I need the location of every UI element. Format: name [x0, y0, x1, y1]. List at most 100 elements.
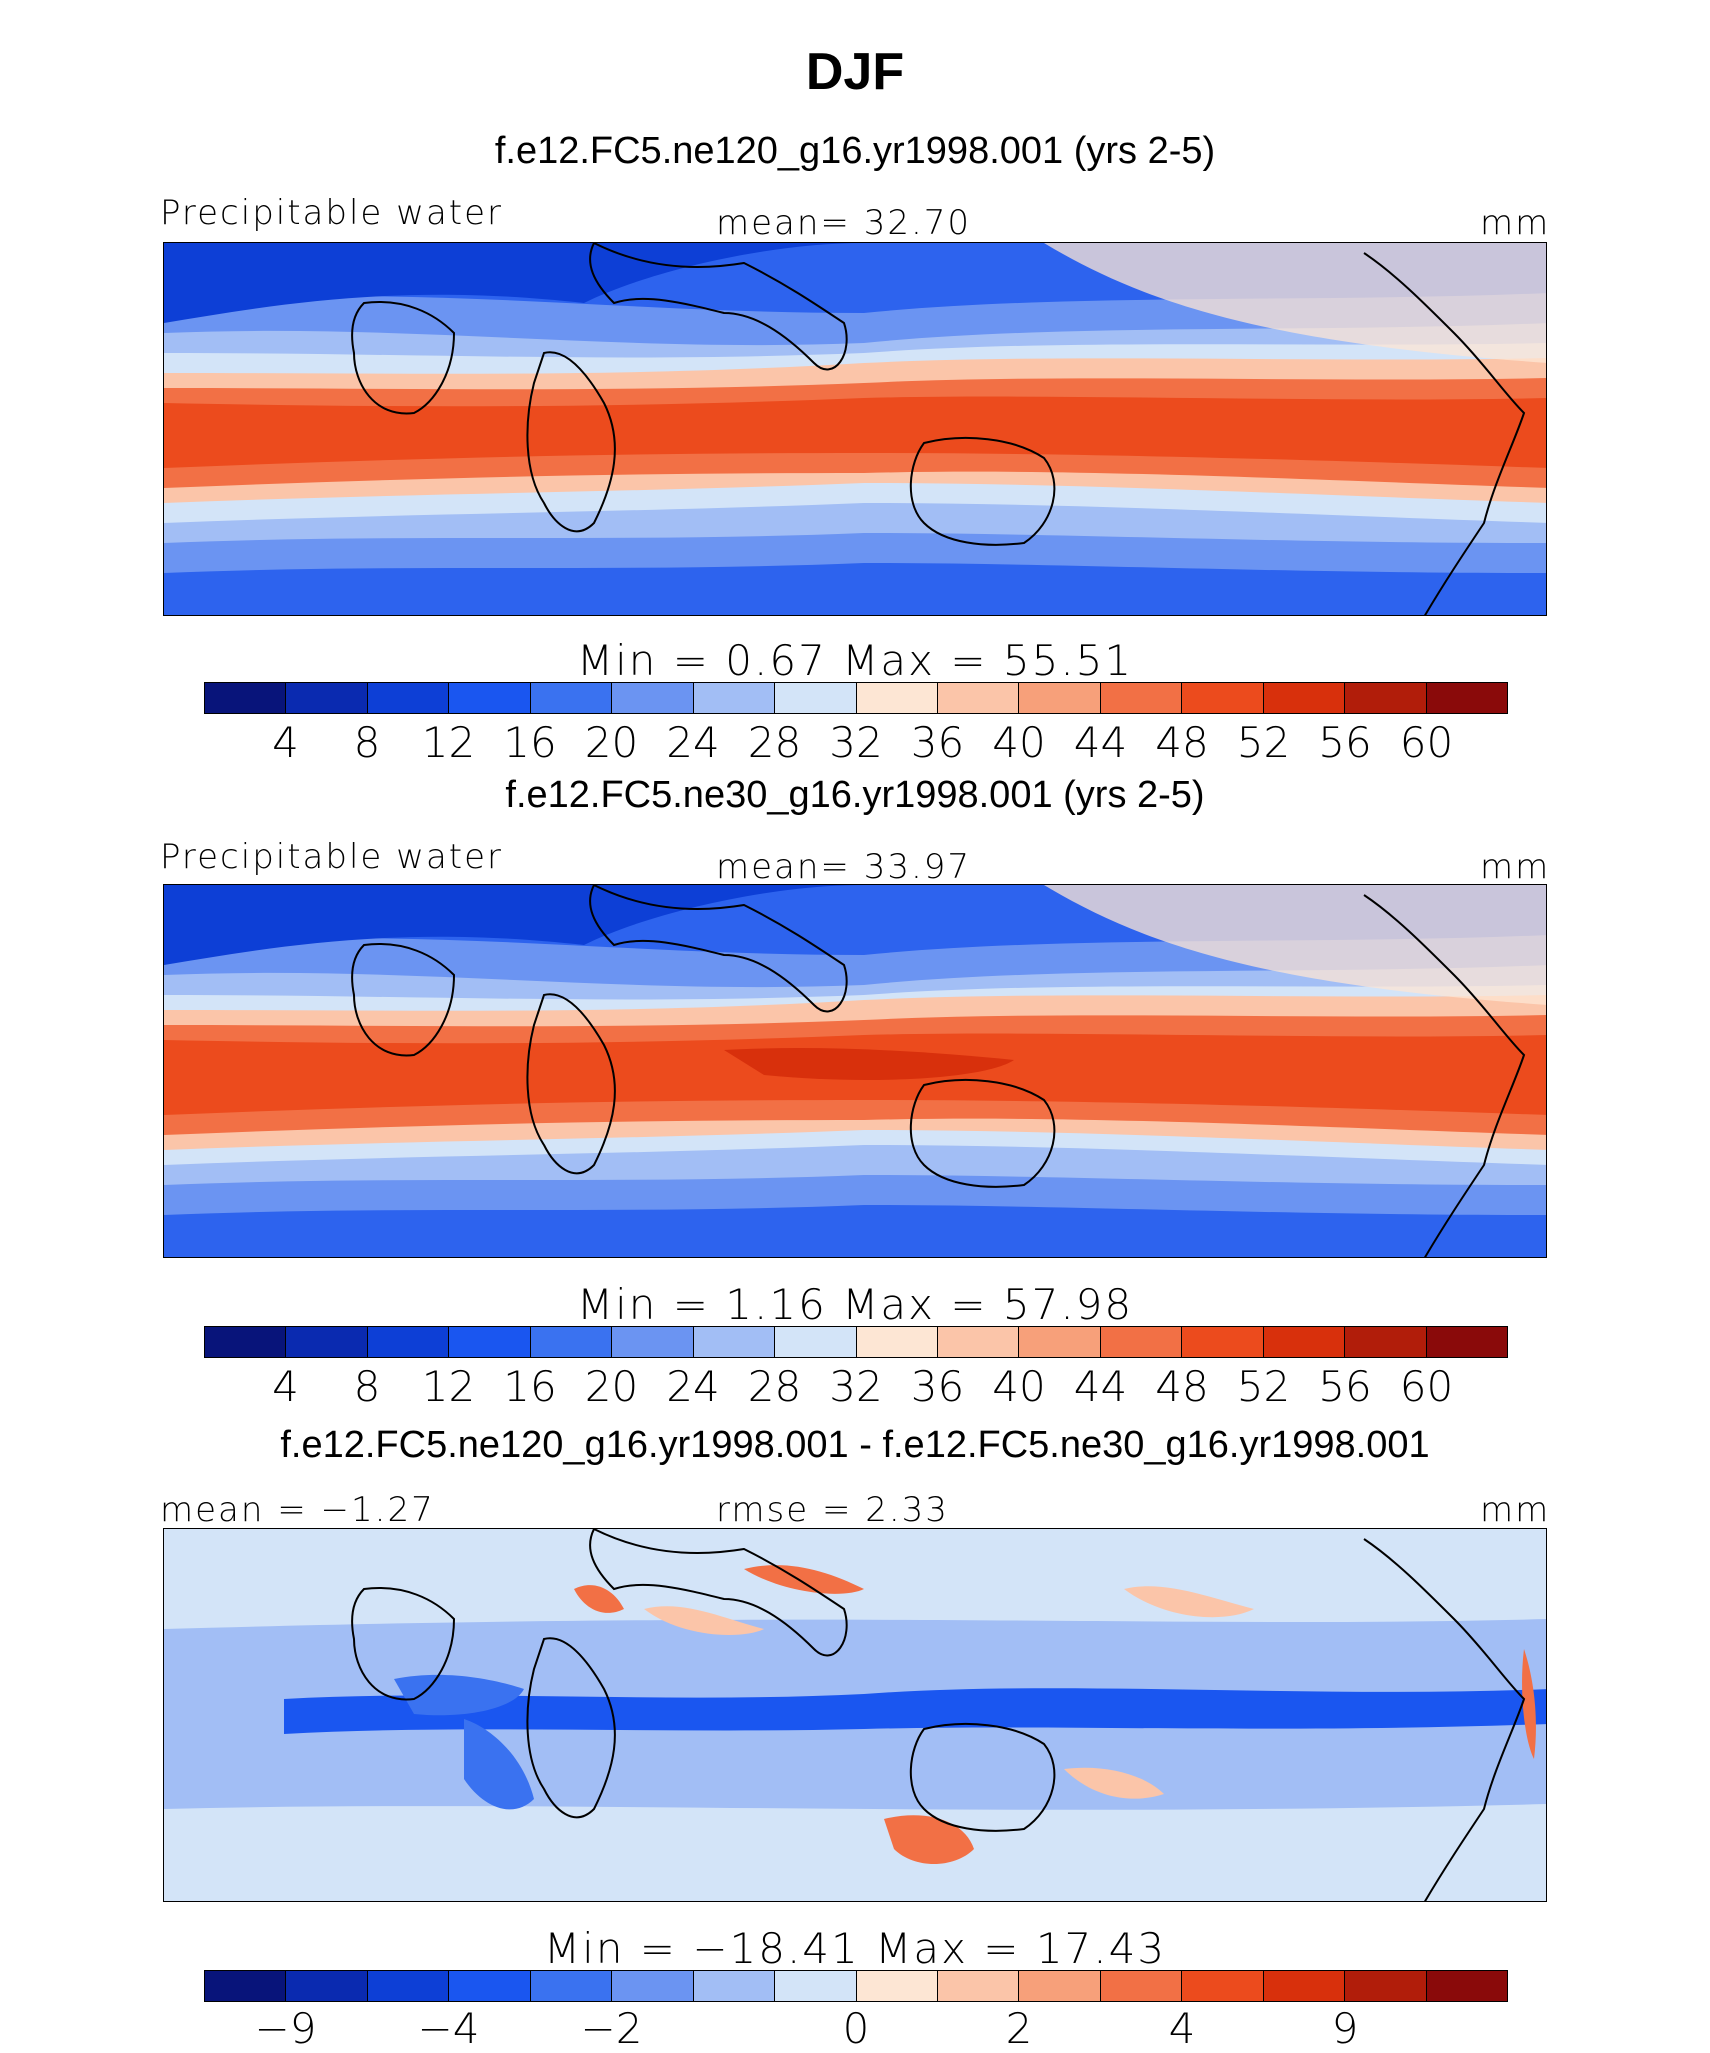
panel-1-subtitle: f.e12.FC5.ne120_g16.yr1998.001 (yrs 2-5) — [494, 130, 1216, 172]
colorbar-segment — [693, 1971, 776, 2001]
colorbar-tick-label: 16 — [503, 718, 557, 767]
panel-2-mean-label: mean= 33.97 — [716, 847, 972, 887]
colorbar-tick-label: 8 — [353, 1362, 381, 1411]
panel-1-colorbar — [204, 682, 1508, 714]
colorbar-segment — [367, 683, 450, 713]
panel-3-band-minus2 — [394, 1674, 534, 1810]
panel-2-coastlines — [351, 885, 1526, 1257]
panel-1-minmax: Min = 0.67 Max = 55.51 — [576, 636, 1134, 685]
panel-1-mean-label: mean= 32.70 — [716, 203, 972, 243]
colorbar-tick-label: 4 — [272, 718, 299, 767]
panel-2-colorbar-ticks: 4 8 12 16 20 24 28 32 36 40 44 48 52 56 60 — [204, 1362, 1508, 1411]
figure-title: DJF — [805, 43, 905, 101]
colorbar-tick-label: 56 — [1318, 1362, 1372, 1411]
colorbar-tick-label: 44 — [1073, 1362, 1128, 1411]
colorbar-segment — [1426, 1971, 1507, 2001]
colorbar-segment — [367, 1327, 450, 1357]
colorbar-segment — [286, 683, 368, 713]
colorbar-tick-label: 9 — [1331, 2004, 1359, 2053]
colorbar-tick-label: 24 — [666, 1362, 720, 1411]
colorbar-segment — [530, 1327, 613, 1357]
panel-2-colorbar — [204, 1326, 1508, 1358]
colorbar-segment — [693, 683, 776, 713]
colorbar-segment — [1263, 1971, 1346, 2001]
panel-3-colorbar-ticks: −9 −4 −2 0 2 4 9 — [204, 2004, 1508, 2053]
colorbar-tick-label: 44 — [1073, 718, 1128, 767]
colorbar-tick-label: 52 — [1236, 718, 1291, 767]
panel-3-rmse-label: rmse = 2.33 — [716, 1490, 949, 1530]
colorbar-segment — [449, 1971, 531, 2001]
colorbar-segment — [775, 683, 857, 713]
panel-3-minmax: Min = −18.41 Max = 17.43 — [543, 1924, 1167, 1973]
colorbar-segment — [856, 1971, 938, 2001]
colorbar-segment — [1182, 1327, 1264, 1357]
colorbar-segment — [1100, 1971, 1183, 2001]
colorbar-segment — [205, 1327, 287, 1357]
panel-3-colorbar — [204, 1970, 1508, 2002]
colorbar-segment — [937, 1971, 1020, 2001]
panel-1-variable-label: Precipitable water — [160, 193, 504, 233]
colorbar-tick-label: 0 — [842, 2004, 870, 2053]
colorbar-tick-label: 32 — [829, 1362, 883, 1411]
panel-1-band-36 — [1044, 243, 1546, 363]
colorbar-tick-label: 48 — [1155, 718, 1209, 767]
colorbar-segment — [937, 683, 1020, 713]
colorbar-tick-label: 52 — [1236, 1362, 1291, 1411]
colorbar-tick-label: 12 — [421, 1362, 476, 1411]
colorbar-tick-label: 56 — [1318, 718, 1372, 767]
panel-3-subtitle: f.e12.FC5.ne120_g16.yr1998.001 - f.e12.F… — [280, 1424, 1430, 1466]
colorbar-segment — [1100, 1327, 1183, 1357]
panel-1-map — [163, 242, 1547, 616]
panel-3-band-0 — [164, 1529, 1546, 1629]
panel-2-subtitle: f.e12.FC5.ne30_g16.yr1998.001 (yrs 2-5) — [505, 774, 1205, 816]
panel-1-map-canvas — [164, 243, 1546, 615]
colorbar-segment — [1426, 1327, 1507, 1357]
panel-3-map-canvas — [164, 1529, 1546, 1901]
colorbar-tick-label: 4 — [1168, 2004, 1196, 2053]
panel-1-coastlines — [351, 243, 1526, 615]
colorbar-tick-label: 20 — [584, 1362, 639, 1411]
colorbar-segment — [937, 1327, 1020, 1357]
panel-2-minmax: Min = 1.16 Max = 57.98 — [576, 1280, 1134, 1329]
colorbar-tick-label: 28 — [747, 718, 802, 767]
colorbar-tick-label: 20 — [584, 718, 639, 767]
colorbar-segment — [367, 1971, 450, 2001]
colorbar-tick-label: −2 — [580, 2004, 643, 2053]
panel-2-band-36 — [1044, 885, 1546, 1005]
colorbar-segment — [1263, 1327, 1346, 1357]
colorbar-tick-label: 16 — [503, 1362, 557, 1411]
colorbar-segment — [1100, 683, 1183, 713]
panel-3-map — [163, 1528, 1547, 1902]
colorbar-tick-label: 8 — [353, 718, 381, 767]
colorbar-segment — [1345, 1327, 1427, 1357]
colorbar-segment — [449, 1327, 531, 1357]
panel-1-band-52 — [164, 396, 1546, 468]
panel-2-variable-label: Precipitable water — [160, 837, 504, 877]
colorbar-segment — [205, 1971, 287, 2001]
colorbar-segment — [856, 683, 938, 713]
colorbar-tick-label: 12 — [421, 718, 476, 767]
colorbar-tick-label: 40 — [992, 718, 1046, 767]
colorbar-tick-label: 28 — [747, 1362, 802, 1411]
panel-3-mean-label: mean = −1.27 — [160, 1490, 435, 1530]
colorbar-segment — [530, 683, 613, 713]
colorbar-tick-label: 32 — [829, 718, 883, 767]
colorbar-segment — [775, 1327, 857, 1357]
panel-1-colorbar-ticks: 4 8 12 16 20 24 28 32 36 40 44 48 52 56 60 — [204, 718, 1508, 767]
panel-3-coastlines — [351, 1529, 1526, 1901]
panel-2-band-56 — [724, 1048, 1014, 1080]
colorbar-tick-label: 2 — [1005, 2004, 1033, 2053]
colorbar-segment — [1019, 1971, 1101, 2001]
colorbar-segment — [612, 683, 694, 713]
panel-3-units-label: mm — [1480, 1490, 1551, 1530]
colorbar-segment — [1019, 1327, 1101, 1357]
colorbar-segment — [286, 1971, 368, 2001]
colorbar-segment — [856, 1327, 938, 1357]
colorbar-tick-label: 60 — [1399, 1362, 1454, 1411]
colorbar-tick-label: 60 — [1399, 718, 1454, 767]
colorbar-tick-label: 24 — [666, 718, 720, 767]
colorbar-segment — [1182, 1971, 1264, 2001]
colorbar-segment — [449, 683, 531, 713]
panel-3-band-0-south — [164, 1804, 1546, 1901]
colorbar-segment — [693, 1327, 776, 1357]
